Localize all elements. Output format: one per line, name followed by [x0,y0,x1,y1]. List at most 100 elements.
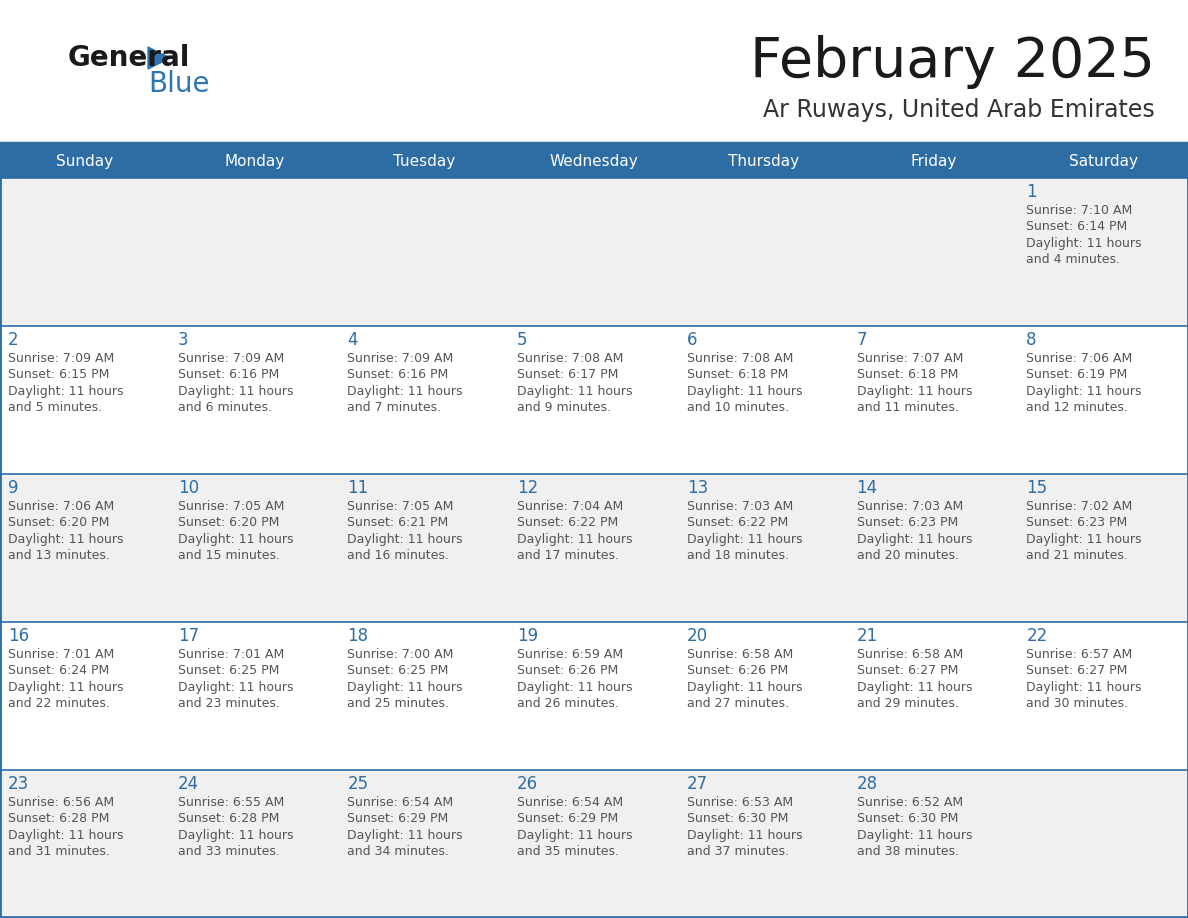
Text: Sunrise: 6:52 AM: Sunrise: 6:52 AM [857,796,962,809]
Text: Sunset: 6:16 PM: Sunset: 6:16 PM [347,368,449,381]
Bar [1018,145,1188,178]
Text: Daylight: 11 hours: Daylight: 11 hours [857,680,972,693]
Text: and 37 minutes.: and 37 minutes. [687,845,789,858]
Polygon shape [148,47,170,69]
Text: Sunset: 6:26 PM: Sunset: 6:26 PM [687,664,788,677]
Text: Sunset: 6:28 PM: Sunset: 6:28 PM [178,812,279,825]
Bar [340,145,510,178]
Text: and 11 minutes.: and 11 minutes. [857,401,959,414]
Text: Sunset: 6:30 PM: Sunset: 6:30 PM [687,812,788,825]
Text: 21: 21 [857,627,878,645]
Text: Sunset: 6:29 PM: Sunset: 6:29 PM [517,812,619,825]
Text: and 29 minutes.: and 29 minutes. [857,697,959,710]
Text: Sunset: 6:17 PM: Sunset: 6:17 PM [517,368,619,381]
Text: and 12 minutes.: and 12 minutes. [1026,401,1129,414]
Text: and 15 minutes.: and 15 minutes. [178,549,279,562]
Text: Daylight: 11 hours: Daylight: 11 hours [687,532,802,545]
Text: Daylight: 11 hours: Daylight: 11 hours [178,829,293,842]
Text: Sunrise: 6:59 AM: Sunrise: 6:59 AM [517,647,624,660]
Text: Daylight: 11 hours: Daylight: 11 hours [687,385,802,397]
Text: 10: 10 [178,479,198,497]
Text: Sunset: 6:26 PM: Sunset: 6:26 PM [517,664,619,677]
Text: Daylight: 11 hours: Daylight: 11 hours [1026,237,1142,250]
Text: Daylight: 11 hours: Daylight: 11 hours [517,532,633,545]
Text: and 33 minutes.: and 33 minutes. [178,845,279,858]
Text: Daylight: 11 hours: Daylight: 11 hours [178,680,293,693]
Text: Sunrise: 7:00 AM: Sunrise: 7:00 AM [347,647,454,660]
Text: Daylight: 11 hours: Daylight: 11 hours [517,385,633,397]
Text: Tuesday: Tuesday [393,154,455,169]
Text: General: General [68,44,190,72]
Text: Sunset: 6:18 PM: Sunset: 6:18 PM [857,368,958,381]
Text: Sunset: 6:23 PM: Sunset: 6:23 PM [1026,516,1127,529]
Text: 13: 13 [687,479,708,497]
Text: Daylight: 11 hours: Daylight: 11 hours [517,829,633,842]
Text: Sunrise: 6:58 AM: Sunrise: 6:58 AM [857,647,962,660]
Text: and 25 minutes.: and 25 minutes. [347,697,449,710]
Text: 9: 9 [8,479,19,497]
Bar [0,770,1188,918]
Text: Sunset: 6:20 PM: Sunset: 6:20 PM [178,516,279,529]
Text: and 17 minutes.: and 17 minutes. [517,549,619,562]
Text: 19: 19 [517,627,538,645]
Text: and 38 minutes.: and 38 minutes. [857,845,959,858]
Text: Sunset: 6:19 PM: Sunset: 6:19 PM [1026,368,1127,381]
Text: Daylight: 11 hours: Daylight: 11 hours [8,385,124,397]
Bar [0,326,1188,474]
Text: Sunrise: 6:57 AM: Sunrise: 6:57 AM [1026,647,1132,660]
Text: and 13 minutes.: and 13 minutes. [8,549,109,562]
Text: and 7 minutes.: and 7 minutes. [347,401,442,414]
Text: Sunrise: 6:54 AM: Sunrise: 6:54 AM [517,796,624,809]
Text: 1: 1 [1026,183,1037,201]
Text: and 21 minutes.: and 21 minutes. [1026,549,1129,562]
Text: 7: 7 [857,331,867,349]
Text: 24: 24 [178,775,198,793]
Text: Sunrise: 7:01 AM: Sunrise: 7:01 AM [8,647,114,660]
Text: Sunrise: 7:03 AM: Sunrise: 7:03 AM [687,499,794,512]
Text: 27: 27 [687,775,708,793]
Text: Sunset: 6:15 PM: Sunset: 6:15 PM [8,368,109,381]
Text: Daylight: 11 hours: Daylight: 11 hours [8,829,124,842]
Bar [510,145,678,178]
Text: Daylight: 11 hours: Daylight: 11 hours [1026,385,1142,397]
Text: Daylight: 11 hours: Daylight: 11 hours [1026,532,1142,545]
Text: 14: 14 [857,479,878,497]
Text: Daylight: 11 hours: Daylight: 11 hours [857,532,972,545]
Text: 15: 15 [1026,479,1048,497]
Text: Daylight: 11 hours: Daylight: 11 hours [857,385,972,397]
Text: Daylight: 11 hours: Daylight: 11 hours [517,680,633,693]
Text: and 26 minutes.: and 26 minutes. [517,697,619,710]
Text: Sunrise: 6:58 AM: Sunrise: 6:58 AM [687,647,794,660]
Text: 17: 17 [178,627,198,645]
Bar [170,145,340,178]
Text: Sunset: 6:20 PM: Sunset: 6:20 PM [8,516,109,529]
Text: 11: 11 [347,479,368,497]
Bar [0,145,170,178]
Text: and 9 minutes.: and 9 minutes. [517,401,611,414]
Text: 5: 5 [517,331,527,349]
Text: Daylight: 11 hours: Daylight: 11 hours [347,829,463,842]
Text: and 34 minutes.: and 34 minutes. [347,845,449,858]
Text: Sunrise: 6:56 AM: Sunrise: 6:56 AM [8,796,114,809]
Text: 25: 25 [347,775,368,793]
Text: Thursday: Thursday [728,154,800,169]
Text: Sunset: 6:28 PM: Sunset: 6:28 PM [8,812,109,825]
Text: 28: 28 [857,775,878,793]
Text: Sunrise: 7:01 AM: Sunrise: 7:01 AM [178,647,284,660]
Text: Daylight: 11 hours: Daylight: 11 hours [8,680,124,693]
Text: Sunset: 6:30 PM: Sunset: 6:30 PM [857,812,958,825]
Text: and 18 minutes.: and 18 minutes. [687,549,789,562]
Text: Sunrise: 7:03 AM: Sunrise: 7:03 AM [857,499,962,512]
Text: 20: 20 [687,627,708,645]
Text: and 30 minutes.: and 30 minutes. [1026,697,1129,710]
Bar [678,145,848,178]
Text: Friday: Friday [910,154,956,169]
Text: Sunrise: 7:08 AM: Sunrise: 7:08 AM [687,352,794,364]
Bar [0,622,1188,770]
Bar [0,474,1188,622]
Text: Wednesday: Wednesday [550,154,638,169]
Text: Sunrise: 7:09 AM: Sunrise: 7:09 AM [347,352,454,364]
Text: Sunset: 6:16 PM: Sunset: 6:16 PM [178,368,279,381]
Text: Sunrise: 6:54 AM: Sunrise: 6:54 AM [347,796,454,809]
Text: Sunset: 6:25 PM: Sunset: 6:25 PM [178,664,279,677]
